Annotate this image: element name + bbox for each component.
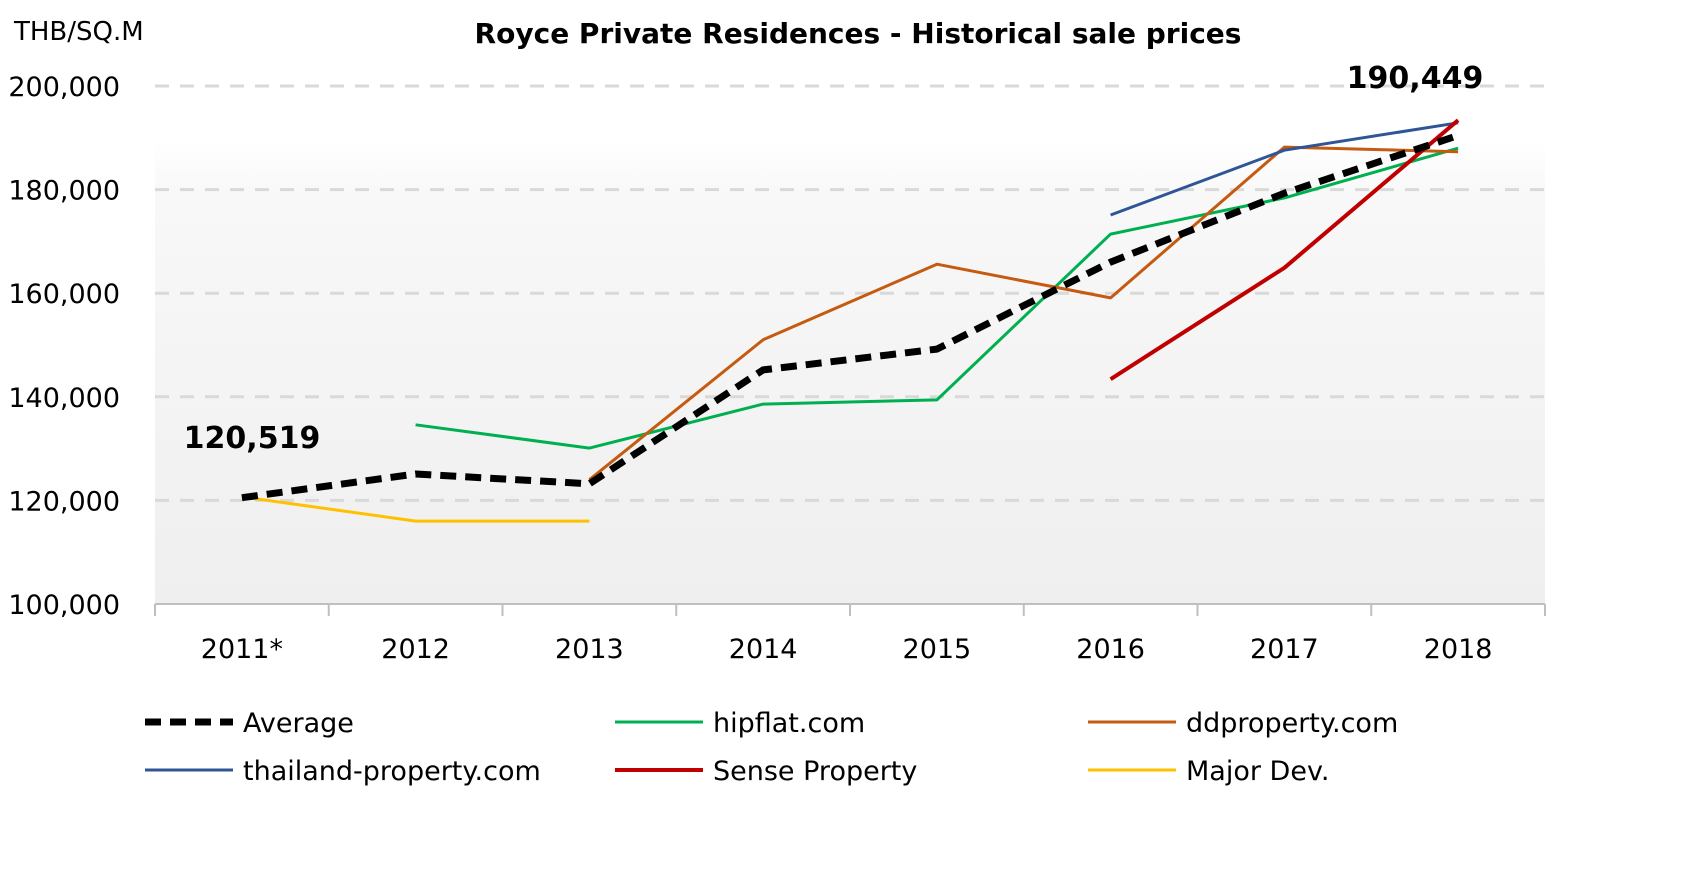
x-tick-label: 2014 [729,634,798,665]
x-tick-label: 2011* [201,634,283,665]
y-tick-label: 100,000 [8,590,120,621]
y-tick-label: 140,000 [8,383,120,414]
legend-label: hipflat.com [713,708,865,739]
legend-label: Sense Property [713,756,917,787]
x-tick-label: 2016 [1076,634,1145,665]
chart-title: Royce Private Residences - Historical sa… [475,17,1242,50]
data-label-2018: 190,449 [1347,61,1484,96]
plot-area [155,140,1545,604]
legend-label: ddproperty.com [1186,708,1398,739]
x-tick-label: 2013 [555,634,624,665]
legend-label: Major Dev. [1186,756,1329,787]
legend-label: thailand-property.com [243,756,541,787]
y-tick-label: 180,000 [8,176,120,207]
legend-label: Average [243,708,354,739]
data-label-2011: 120,519 [184,421,321,456]
y-axis-label: THB/SQ.M [13,17,144,47]
x-tick-label: 2018 [1424,634,1493,665]
x-tick-label: 2017 [1250,634,1319,665]
y-tick-label: 160,000 [8,279,120,310]
x-tick-label: 2015 [903,634,972,665]
y-tick-label: 120,000 [8,486,120,517]
x-tick-label: 2012 [381,634,450,665]
y-tick-label: 200,000 [8,72,120,103]
